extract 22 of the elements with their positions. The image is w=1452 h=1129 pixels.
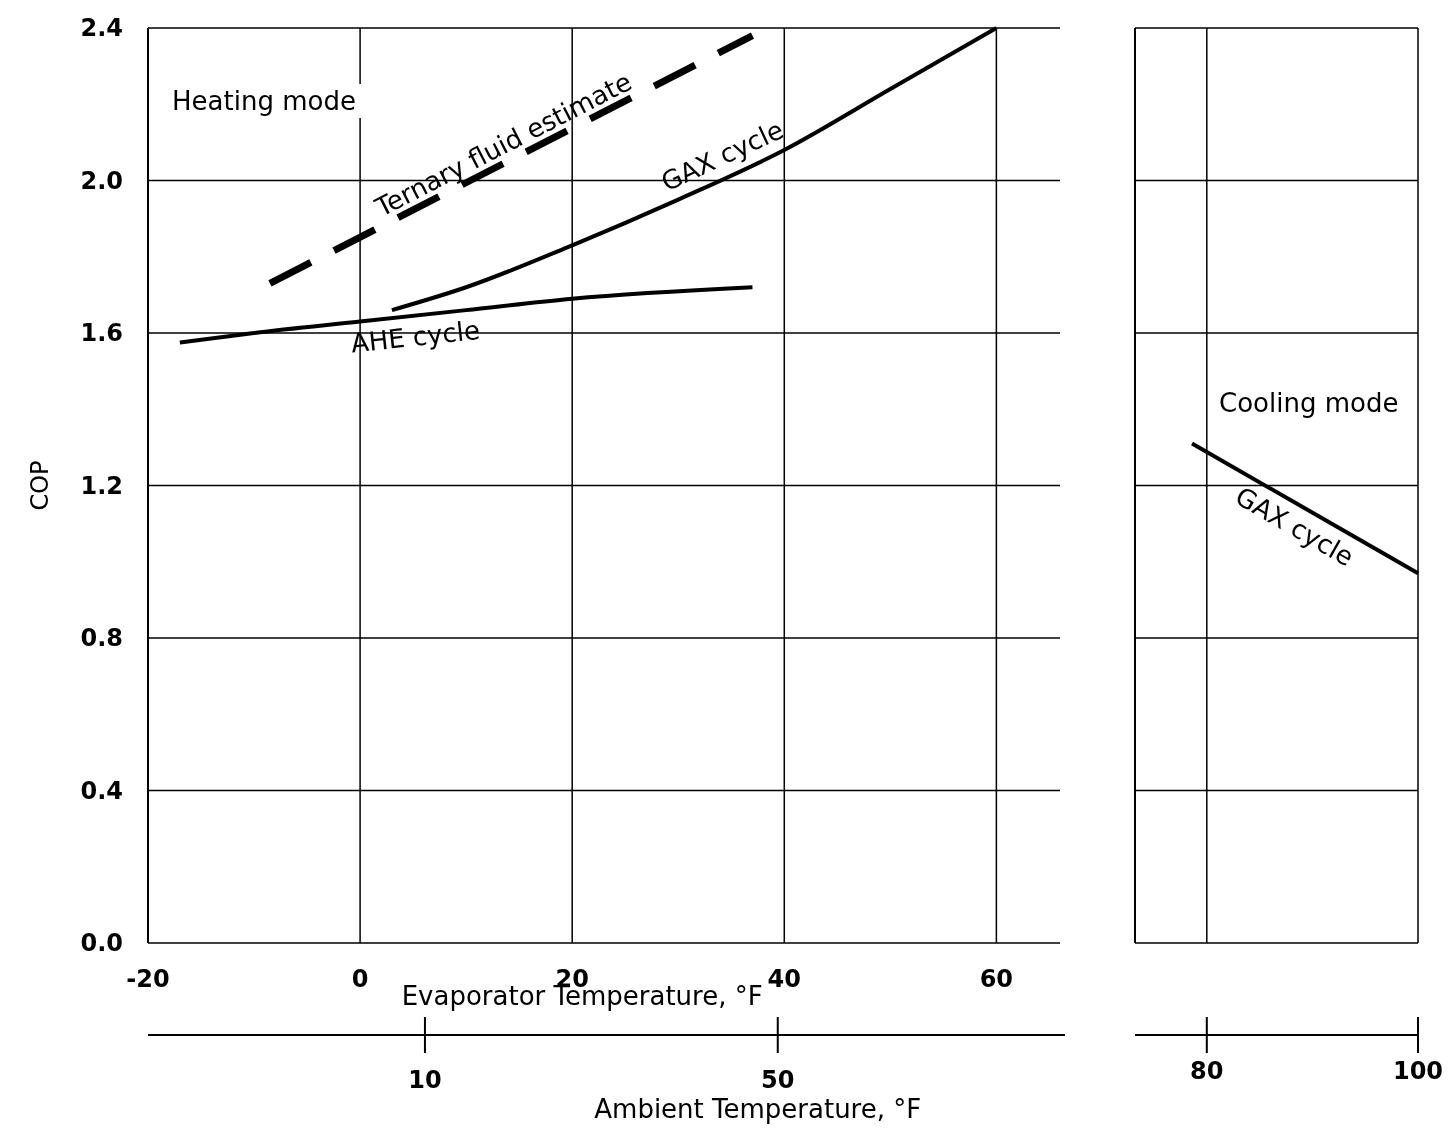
x-tick-label: 40: [767, 965, 801, 993]
y-tick-label: 2.4: [80, 14, 123, 42]
x-tick-label: 0: [351, 965, 369, 993]
x2-tick-label: 10: [408, 1066, 442, 1094]
y-tick-label: 1.6: [80, 319, 123, 347]
y-tick-label: 0.4: [80, 776, 123, 805]
x-tick-label: 60: [979, 965, 1014, 993]
y-tick-label: 1.2: [80, 471, 123, 500]
x-tick-label: 100: [1392, 1057, 1444, 1085]
annotation: Heating mode: [172, 86, 356, 116]
x-tick-label: -20: [126, 965, 170, 993]
annotation: Cooling mode: [1219, 387, 1399, 418]
text: GAX cycle: [656, 114, 789, 198]
x2-tick-label: 50: [761, 1066, 795, 1094]
text: AHE cycle: [349, 314, 482, 359]
y-tick-label: 0.8: [80, 624, 123, 652]
x-tick-label: 80: [1190, 1057, 1224, 1085]
y-axis-title: COP: [26, 460, 54, 511]
y-tick-label: 2.0: [80, 166, 123, 195]
y-tick-label: 0.0: [80, 929, 123, 957]
text: GAX cycle: [1230, 480, 1359, 573]
x2-axis-title: Ambient Temperature, °F: [594, 1094, 922, 1124]
